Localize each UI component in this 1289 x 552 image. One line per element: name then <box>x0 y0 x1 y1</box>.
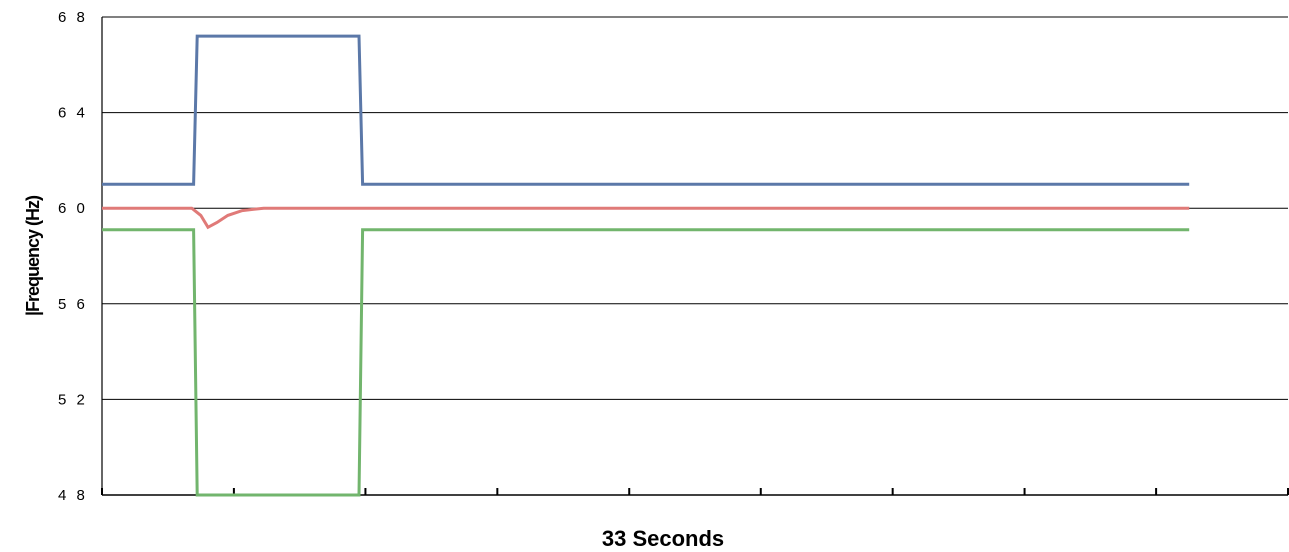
y-tick-label: 4 8 <box>58 487 88 504</box>
y-tick-label: 5 2 <box>58 391 88 408</box>
y-tick-label: 5 6 <box>58 296 88 313</box>
x-axis-title: 33 Seconds <box>602 526 724 551</box>
y-tick-label: 6 0 <box>58 200 88 217</box>
x-tick-marks <box>101 488 1289 495</box>
series-line-1 <box>102 34 1190 186</box>
y-tick-label: 6 4 <box>58 105 88 122</box>
y-axis-title: |Frequency (Hz) <box>23 195 43 316</box>
axes <box>101 17 1288 496</box>
series-line-2 <box>102 206 1190 230</box>
series-lines <box>102 34 1190 497</box>
y-tick-labels: 4 8 5 2 5 6 6 0 6 4 6 8 <box>58 9 88 504</box>
y-tick-label: 6 8 <box>58 9 88 26</box>
series-line-3 <box>102 228 1190 497</box>
